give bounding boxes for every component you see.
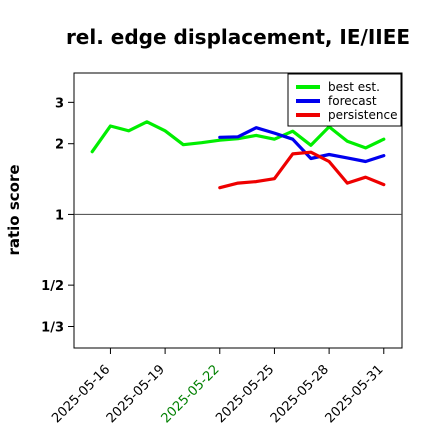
chart-title: rel. edge displacement, IE/IIEE [66, 25, 410, 49]
series-line [218, 150, 386, 190]
y-axis-label: ratio score [5, 164, 23, 255]
series-line [218, 126, 386, 164]
y-tick-label: 2 [55, 138, 64, 153]
legend-label: forecast [328, 94, 377, 108]
legend-label: persistence [328, 108, 397, 122]
y-tick-label: 1 [55, 208, 64, 223]
y-tick-label: 1/2 [41, 279, 64, 294]
series-line [90, 120, 386, 154]
y-tick-label: 3 [55, 96, 64, 111]
x-tick-label: 2025-05-31 [323, 362, 387, 426]
legend-label: best est. [328, 80, 380, 94]
y-tick-label: 1/3 [41, 321, 64, 336]
plot-frame [73, 72, 403, 349]
